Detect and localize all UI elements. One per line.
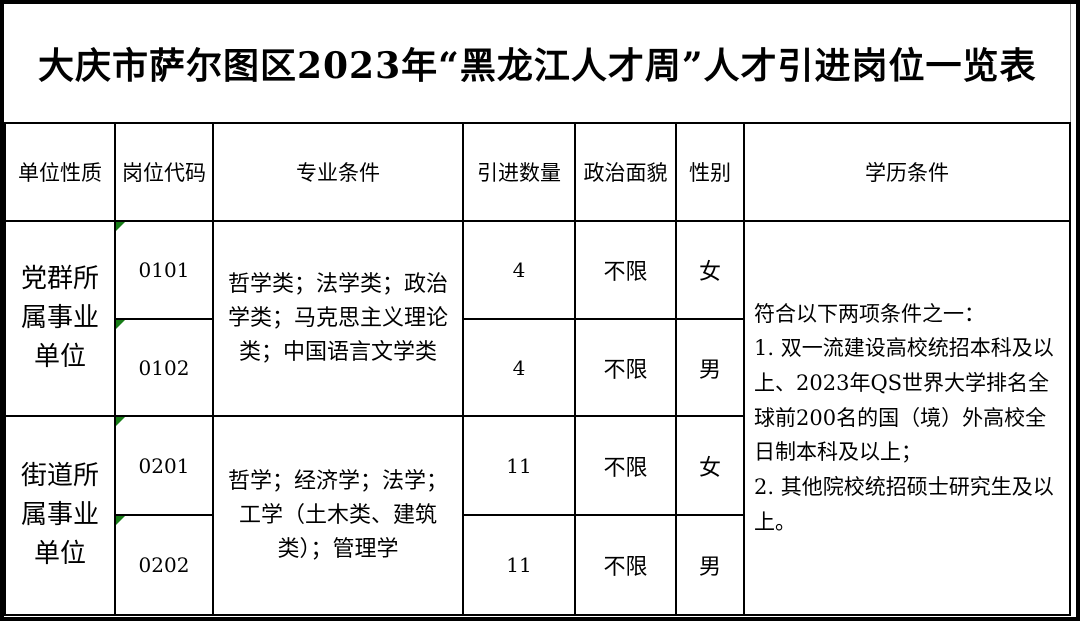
cell-code-0201: 0201	[114, 415, 214, 517]
table-row: 0102 4 不限 男	[5, 317, 1070, 418]
cell-political-status: 不限	[574, 514, 677, 616]
position-code-value: 0202	[138, 553, 190, 578]
col-header-intake-count: 引进数量	[462, 122, 576, 222]
cell-political-status: 不限	[574, 219, 677, 320]
cell-political-status: 不限	[574, 317, 677, 418]
excel-error-marker-icon	[117, 222, 125, 231]
cell-code-0101: 0101	[114, 219, 214, 320]
header-row: 单位性质 岗位代码 专业条件 引进数量 政治面貌 性别 学历条件	[4, 122, 1071, 222]
cell-gender: 女	[675, 415, 745, 517]
col-header-unit-type: 单位性质	[4, 122, 116, 222]
job-positions-table: 大庆市萨尔图区2023年“黑龙江人才周”人才引进岗位一览表 单位性质 岗位代码 …	[4, 4, 1071, 617]
cell-gender: 女	[675, 219, 745, 320]
cell-gender: 男	[675, 317, 745, 418]
cell-code-0202: 0202	[114, 514, 214, 616]
title-row: 大庆市萨尔图区2023年“黑龙江人才周”人才引进岗位一览表	[5, 4, 1070, 125]
cell-count: 11	[462, 415, 576, 517]
page-title: 大庆市萨尔图区2023年“黑龙江人才周”人才引进岗位一览表	[5, 4, 1070, 125]
cell-count: 4	[462, 317, 576, 418]
cell-major-group-1: 哲学类；法学类；政治学类；马克思主义理论类；中国语言文学类	[212, 219, 464, 418]
cell-unit-group-1: 党群所属事业单位	[4, 219, 116, 418]
col-header-education-requirement: 学历条件	[743, 122, 1071, 222]
col-header-major-requirement: 专业条件	[212, 122, 464, 222]
table-row: 党群所属事业单位 0101 哲学类；法学类；政治学类；马克思主义理论类；中国语言…	[4, 219, 1071, 617]
table-row: 0202 11 不限 男	[5, 514, 1070, 616]
position-code-value: 0102	[138, 355, 190, 380]
excel-error-marker-icon	[117, 418, 125, 427]
col-header-gender: 性别	[675, 122, 745, 222]
table-row: 街道所属事业单位 0201 哲学；经济学；法学；工学（土木类、建筑类）；管理学 …	[4, 415, 1070, 616]
position-code-value: 0201	[138, 453, 190, 478]
cell-unit-group-2: 街道所属事业单位	[4, 415, 116, 616]
excel-error-marker-icon	[117, 320, 125, 329]
cell-political-status: 不限	[574, 415, 677, 517]
col-header-position-code: 岗位代码	[114, 122, 214, 222]
col-header-political-status: 政治面貌	[574, 122, 677, 222]
cell-count: 4	[462, 219, 576, 320]
excel-error-marker-icon	[117, 517, 125, 526]
cell-count: 11	[462, 514, 576, 616]
cell-major-group-2: 哲学；经济学；法学；工学（土木类、建筑类）；管理学	[212, 415, 464, 616]
position-code-value: 0101	[138, 257, 190, 282]
cell-code-0102: 0102	[114, 317, 214, 418]
cell-gender: 男	[675, 514, 745, 616]
cell-education-requirement: 符合以下两项条件之一： 1. 双一流建设高校统招本科及以上、2023年QS世界大…	[743, 219, 1071, 617]
